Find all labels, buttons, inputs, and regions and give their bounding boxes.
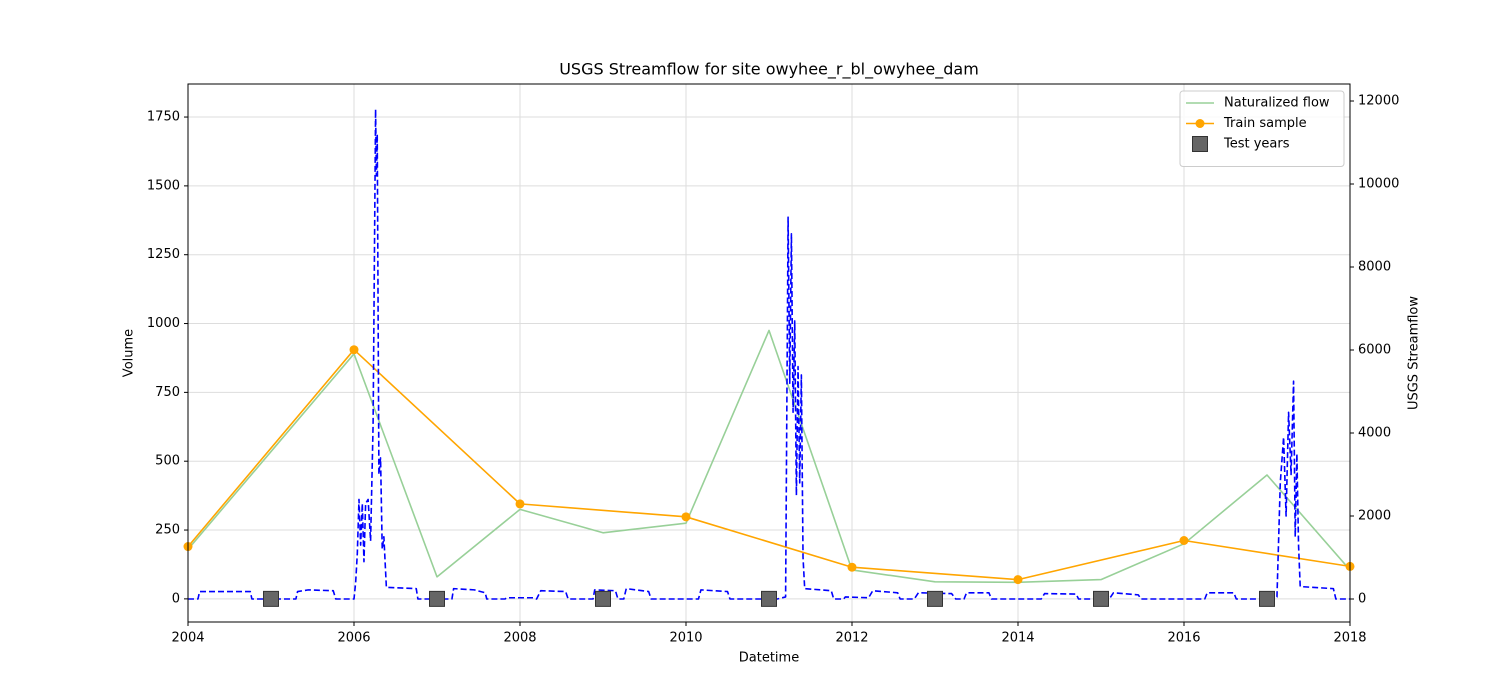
test-year-marker [927,590,943,607]
train-point [1179,536,1189,546]
y2-tick-label: 8000 [1358,260,1391,275]
x-tick-label: 2014 [1001,631,1034,646]
y-tick-label: 1500 [147,178,180,193]
axes-frame [187,83,1351,623]
legend-box [1179,90,1345,167]
test-year-marker [429,590,445,607]
x-axis-label: Datetime [739,651,799,666]
y2-tick-label: 6000 [1358,343,1391,358]
y-tick-label: 1000 [147,316,180,331]
x-tick-label: 2008 [503,631,536,646]
y-tick-label: 750 [155,385,180,400]
y2-tick-label: 10000 [1358,177,1399,192]
test-year-marker [263,590,279,607]
y-tick-label: 1750 [147,110,180,125]
test-year-marker [761,590,777,607]
legend-label: Naturalized flow [1224,96,1330,111]
legend-label: Train sample [1223,116,1307,131]
y-tick-label: 250 [155,523,180,538]
train-point [515,499,525,509]
y2-tick-label: 0 [1358,592,1366,607]
y-axis-label: Volume [122,329,137,377]
axes: 2004 2006 2008 2010 2012 2014 2016 2018 0 250 500 7… [147,94,1399,646]
test-year-marker [1259,590,1275,607]
plot-area [188,108,1350,600]
legend: Naturalized flow Train sample Test years [1179,90,1345,167]
x-tick-label: 2016 [1167,631,1200,646]
legend-label: Test years [1223,137,1290,152]
x-tick-label: 2012 [835,631,868,646]
markers [183,345,1355,607]
y2-tick-label: 4000 [1358,426,1391,441]
y2-tick-label: 12000 [1358,94,1399,109]
train-point [847,562,857,572]
streamflow-line [188,108,1350,600]
x-tick-label: 2004 [171,631,204,646]
series-line [188,329,1350,584]
y2-tick-label: 2000 [1358,509,1391,524]
x-tick-label: 2018 [1333,631,1366,646]
x-tick-label: 2010 [669,631,702,646]
chart-title: USGS Streamflow for site owyhee_r_bl_owy… [559,60,979,80]
train-point [681,512,691,522]
y-tick-label: 500 [155,454,180,469]
test-year-marker [595,590,611,607]
train-point [349,345,359,355]
y2-axis-label: USGS Streamflow [1407,296,1422,410]
series-line [188,348,1350,581]
test-year-marker [1093,590,1109,607]
legend-marker [1192,136,1208,152]
y-tick-label: 1250 [147,247,180,262]
y-tick-label: 0 [172,591,180,606]
train-point [1013,575,1023,585]
legend-marker [1195,119,1205,128]
x-tick-label: 2006 [337,631,370,646]
